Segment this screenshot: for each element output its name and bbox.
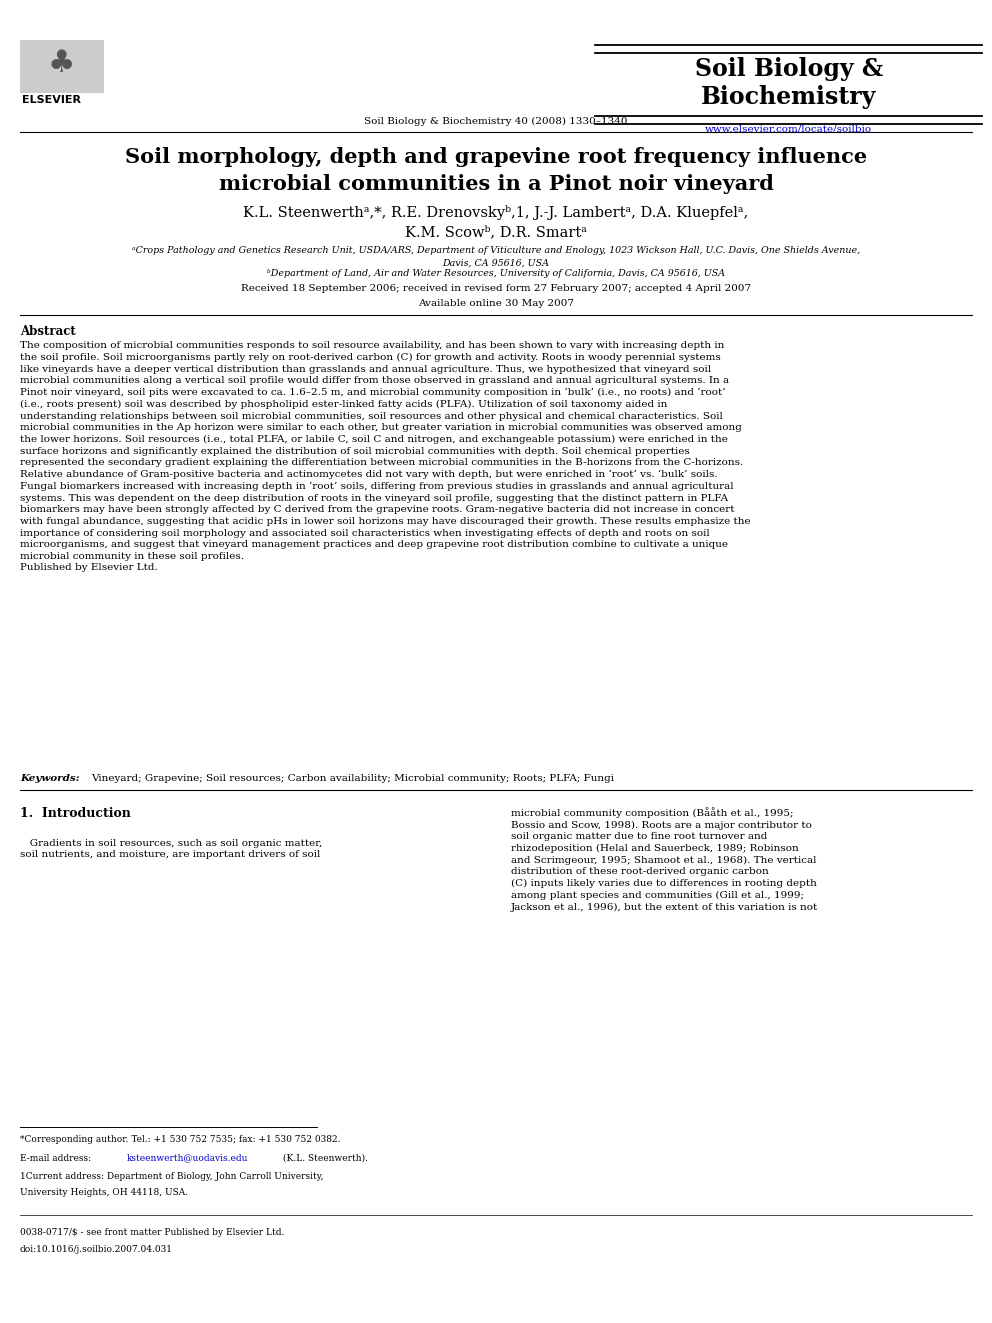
Text: Biochemistry: Biochemistry: [701, 85, 876, 108]
Text: ᵃCrops Pathology and Genetics Research Unit, USDA/ARS, Department of Viticulture: ᵃCrops Pathology and Genetics Research U…: [132, 246, 860, 267]
Text: ♣: ♣: [48, 49, 75, 78]
Text: Received 18 September 2006; received in revised form 27 February 2007; accepted : Received 18 September 2006; received in …: [241, 284, 751, 294]
Text: ELSEVIER: ELSEVIER: [22, 95, 80, 106]
Text: Keywords:: Keywords:: [20, 774, 79, 783]
Text: 0038-0717/$ - see front matter Published by Elsevier Ltd.: 0038-0717/$ - see front matter Published…: [20, 1228, 285, 1237]
Text: ksteenwerth@uodavis.edu: ksteenwerth@uodavis.edu: [127, 1154, 248, 1163]
Text: ᵇDepartment of Land, Air and Water Resources, University of California, Davis, C: ᵇDepartment of Land, Air and Water Resou…: [267, 269, 725, 278]
Text: (K.L. Steenwerth).: (K.L. Steenwerth).: [280, 1154, 368, 1163]
Text: K.L. Steenwerthᵃ,*, R.E. Drenovskyᵇ,1, J.-J. Lambertᵃ, D.A. Kluepfelᵃ,: K.L. Steenwerthᵃ,*, R.E. Drenovskyᵇ,1, J…: [243, 205, 749, 220]
Text: Available online 30 May 2007: Available online 30 May 2007: [418, 299, 574, 308]
Text: 1Current address: Department of Biology, John Carroll University,: 1Current address: Department of Biology,…: [20, 1172, 323, 1181]
Bar: [20, 40, 104, 93]
Text: Soil Biology & Biochemistry 40 (2008) 1330–1340: Soil Biology & Biochemistry 40 (2008) 13…: [364, 116, 628, 126]
Text: *Corresponding author. Tel.: +1 530 752 7535; fax: +1 530 752 0382.: *Corresponding author. Tel.: +1 530 752 …: [20, 1135, 340, 1144]
Text: Soil morphology, depth and grapevine root frequency influence
microbial communit: Soil morphology, depth and grapevine roo…: [125, 147, 867, 194]
Text: Gradients in soil resources, such as soil organic matter,
soil nutrients, and mo: Gradients in soil resources, such as soi…: [20, 839, 322, 860]
Text: E-mail address:: E-mail address:: [20, 1154, 94, 1163]
Text: K.M. Scowᵇ, D.R. Smartᵃ: K.M. Scowᵇ, D.R. Smartᵃ: [405, 225, 587, 239]
Text: www.elsevier.com/locate/soilbio: www.elsevier.com/locate/soilbio: [705, 124, 872, 134]
Text: The composition of microbial communities responds to soil resource availability,: The composition of microbial communities…: [20, 341, 751, 573]
Text: Soil Biology &: Soil Biology &: [694, 57, 883, 81]
Text: Vineyard; Grapevine; Soil resources; Carbon availability; Microbial community; R: Vineyard; Grapevine; Soil resources; Car…: [91, 774, 614, 783]
Text: Abstract: Abstract: [20, 325, 75, 339]
Text: doi:10.1016/j.soilbio.2007.04.031: doi:10.1016/j.soilbio.2007.04.031: [20, 1245, 173, 1254]
Text: 1.  Introduction: 1. Introduction: [20, 807, 131, 820]
Text: University Heights, OH 44118, USA.: University Heights, OH 44118, USA.: [20, 1188, 187, 1197]
Text: microbial community composition (Bååth et al., 1995;
Bossio and Scow, 1998). Roo: microbial community composition (Bååth e…: [511, 807, 818, 912]
